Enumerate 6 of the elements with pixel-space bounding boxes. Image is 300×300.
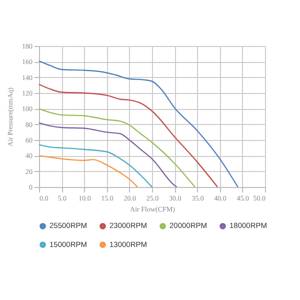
line-series	[38, 155, 138, 188]
line-series	[38, 84, 218, 188]
line-series	[38, 144, 153, 188]
line-series	[38, 122, 178, 188]
line-series	[38, 108, 196, 188]
line-series	[38, 60, 238, 188]
